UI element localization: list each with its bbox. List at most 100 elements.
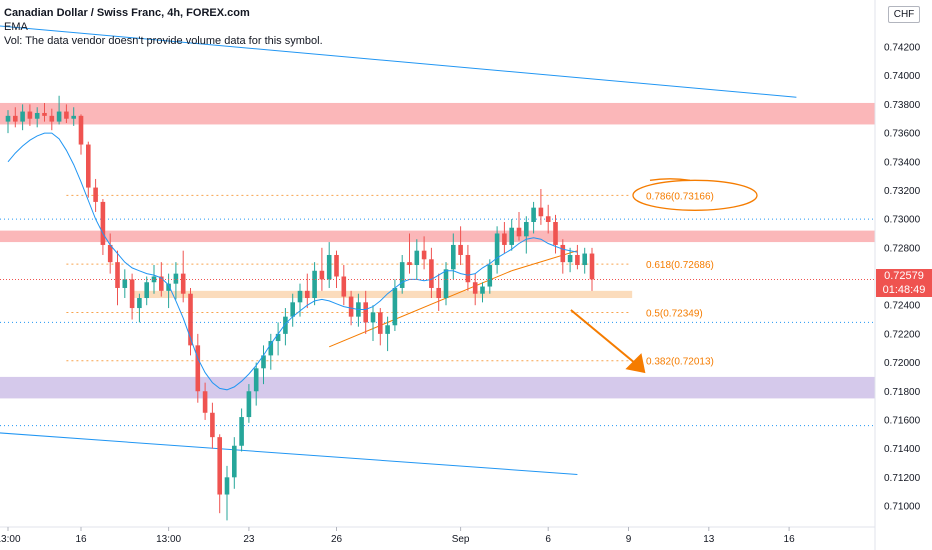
candle (385, 316, 390, 352)
price-tick-label: 0.72000 (884, 358, 921, 369)
candle (326, 242, 332, 288)
candle (567, 247, 573, 273)
zone-support (132, 290, 633, 299)
price-tick-label: 0.71800 (884, 387, 921, 398)
candle (166, 273, 171, 309)
candle-body (268, 341, 274, 356)
time-tick-label: Sep (452, 534, 470, 545)
time-tick-label: 16 (784, 534, 796, 545)
candle-body (487, 265, 493, 287)
price-tick-label: 0.73200 (884, 186, 921, 197)
candle (509, 219, 514, 251)
zones-layer (0, 102, 875, 399)
fib-level-label: 0.618(0.72686) (646, 260, 714, 271)
time-tick-label: 16 (75, 534, 87, 545)
candle (538, 189, 544, 225)
candle-body (472, 282, 478, 294)
candle-body (210, 412, 215, 438)
price-tick-label: 0.74200 (884, 43, 921, 54)
candle (582, 247, 587, 274)
candle (268, 333, 274, 370)
candle (589, 247, 595, 291)
candle (56, 95, 62, 125)
candle (545, 204, 551, 234)
trendlines-layer (0, 25, 875, 475)
candle (239, 408, 244, 452)
candle-body (531, 207, 536, 222)
candle-body (232, 445, 237, 478)
time-tick-label: 26 (331, 534, 343, 545)
candle (341, 265, 347, 306)
candle-body (180, 273, 186, 294)
time-tick-label: 13:00 (0, 534, 21, 545)
candle (49, 108, 55, 131)
candle (173, 262, 179, 300)
candle (516, 211, 522, 241)
candle-body (246, 391, 252, 418)
candle (202, 382, 208, 420)
candle-body (421, 250, 427, 260)
candle-body (290, 302, 295, 317)
candle-body (363, 302, 368, 323)
candle-body (64, 111, 69, 119)
candle (465, 244, 471, 291)
candle-body (86, 144, 91, 188)
candle-body (509, 227, 514, 245)
price-tick-label: 0.73600 (884, 129, 921, 140)
candle (217, 434, 222, 514)
candle-body (348, 296, 354, 317)
candle-body (202, 391, 208, 413)
currency-button[interactable]: CHF (888, 6, 920, 23)
price-tick-label: 0.74000 (884, 71, 921, 82)
ema-layer (7, 132, 578, 391)
candle (524, 216, 529, 254)
candle-body (524, 221, 529, 237)
candle-body (553, 221, 558, 245)
zone-target-demand (0, 376, 875, 399)
candle (195, 333, 201, 403)
candle-body (443, 269, 449, 299)
candle-body (78, 115, 84, 145)
candle (451, 233, 456, 280)
candle-body (370, 312, 376, 323)
candle (378, 308, 383, 346)
candle-body (261, 355, 266, 369)
candle (20, 104, 25, 131)
candle-body (159, 276, 164, 291)
candle-body (582, 253, 587, 266)
price-tick-label: 0.73800 (884, 100, 921, 111)
candle (312, 262, 317, 306)
candle-body (20, 111, 25, 122)
candle (363, 290, 368, 334)
candle (210, 402, 215, 449)
candle (494, 226, 500, 274)
candle-body (494, 233, 500, 266)
chart-legend: Canadian Dollar / Swiss Franc, 4h, FOREX… (4, 6, 323, 48)
candle-body (407, 262, 412, 266)
candle-body (399, 262, 405, 288)
price-tick-label: 0.71200 (884, 473, 921, 484)
price-tick-label: 0.71600 (884, 415, 921, 426)
symbol-title[interactable]: Canadian Dollar / Swiss Franc, 4h, FOREX… (4, 7, 250, 19)
candle (86, 141, 91, 198)
trendline-rising-support (329, 270, 512, 348)
candle (283, 308, 288, 346)
fib-level-label: 0.5(0.72349) (646, 309, 703, 320)
candle-body (13, 115, 18, 122)
candle (560, 239, 566, 274)
candle-body (480, 286, 485, 294)
bar-countdown: 01:48:49 (882, 284, 926, 296)
candle (137, 293, 142, 323)
candle-body (42, 112, 47, 116)
candle-body (166, 283, 171, 291)
last-price-value: 0.72579 (884, 270, 924, 282)
candle-body (107, 244, 113, 263)
candle-body (392, 287, 398, 326)
candle (159, 262, 164, 297)
candle (5, 110, 11, 134)
candle (115, 250, 120, 306)
indicator-label[interactable]: EMA (4, 21, 28, 33)
candle (414, 239, 420, 280)
candle-body (283, 316, 288, 334)
